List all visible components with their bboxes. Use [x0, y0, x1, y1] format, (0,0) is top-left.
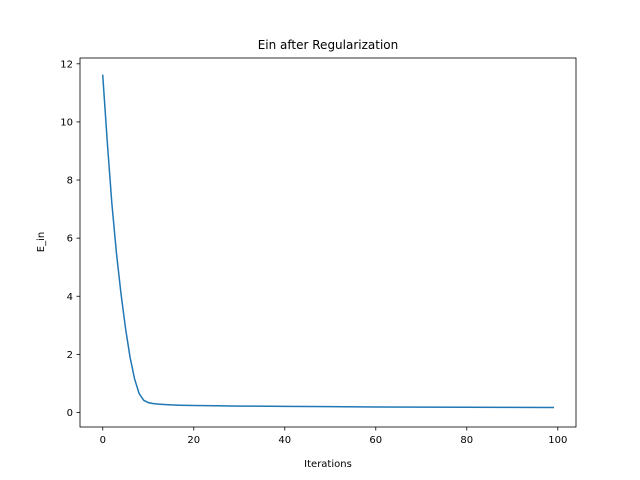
x-tick-label: 0 [100, 435, 106, 446]
y-tick-label: 12 [60, 59, 73, 70]
plot-area [101, 74, 555, 409]
x-tick-label: 40 [278, 435, 291, 446]
y-tick-label: 8 [67, 176, 73, 187]
y-tick-label: 4 [67, 292, 73, 303]
x-axis-label: Iterations [304, 459, 352, 470]
x-tick-label: 100 [548, 435, 567, 446]
x-tick-label: 60 [369, 435, 382, 446]
x-tick-label: 80 [460, 435, 473, 446]
y-axis-label: E_in [36, 232, 47, 252]
x-tick-label: 20 [187, 435, 200, 446]
y-tick-label: 2 [67, 350, 73, 361]
plot-frame [79, 57, 577, 428]
y-tick-label: 6 [67, 234, 73, 245]
chart-title: Ein after Regularization [258, 38, 399, 52]
series-line [101, 74, 555, 409]
y-tick-label: 0 [67, 408, 73, 419]
y-tick-label: 10 [60, 117, 73, 128]
